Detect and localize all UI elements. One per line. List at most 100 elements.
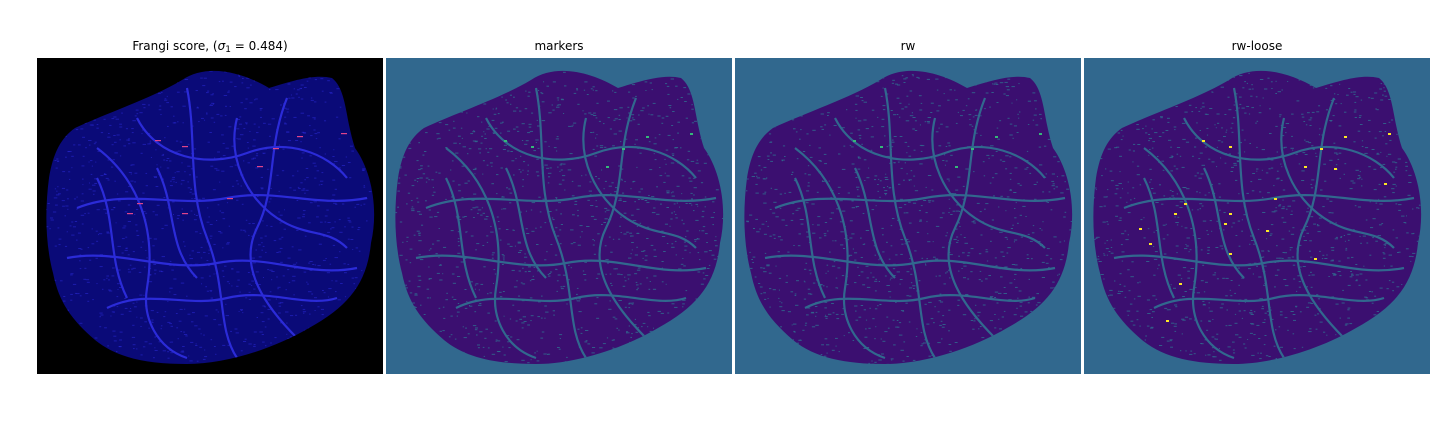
- speckle: [1132, 324, 1136, 326]
- speckle: [1105, 248, 1109, 250]
- speckle: [253, 139, 256, 141]
- speckle: [881, 118, 885, 120]
- speckle: [1314, 314, 1317, 316]
- speckle: [513, 128, 516, 130]
- speckle: [162, 153, 165, 155]
- speckle: [899, 283, 901, 285]
- speckle: [1237, 152, 1240, 154]
- speckle: [523, 161, 526, 163]
- speckle: [1348, 239, 1350, 241]
- speckle: [246, 87, 250, 89]
- speckle: [222, 142, 225, 144]
- speckle: [834, 240, 837, 242]
- speckle: [310, 97, 313, 99]
- speckle: [509, 245, 513, 247]
- speckle: [969, 124, 972, 126]
- speckle: [868, 327, 871, 329]
- speckle: [909, 258, 911, 260]
- speckle: [428, 209, 431, 211]
- speckle: [837, 287, 839, 289]
- speckle: [874, 361, 877, 363]
- speckle: [99, 316, 101, 318]
- speckle: [684, 249, 687, 251]
- speckle: [555, 227, 558, 229]
- speckle: [674, 240, 677, 242]
- speckle: [501, 196, 504, 198]
- speckle: [290, 94, 292, 96]
- speckle: [984, 108, 986, 110]
- speckle: [556, 136, 559, 138]
- speckle: [556, 106, 560, 108]
- speckle: [191, 250, 194, 252]
- speckle: [949, 277, 951, 279]
- speckle: [899, 116, 901, 118]
- speckle: [164, 99, 168, 101]
- speckle: [1388, 121, 1391, 123]
- speckle: [695, 203, 698, 205]
- speckle: [261, 249, 263, 251]
- speckle: [954, 342, 958, 343]
- speckle: [1296, 290, 1298, 292]
- speckle: [259, 108, 263, 109]
- speckle: [1048, 267, 1050, 269]
- speckle: [1334, 93, 1336, 95]
- speckle: [629, 232, 633, 234]
- speckle: [107, 159, 110, 161]
- speckle: [1285, 208, 1288, 210]
- speckle: [154, 350, 158, 351]
- speckle: [1264, 88, 1268, 90]
- speckle: [487, 151, 490, 153]
- speckle: [702, 226, 706, 228]
- speckle: [292, 275, 296, 277]
- speckle: [1050, 258, 1053, 260]
- speckle: [541, 93, 544, 95]
- speckle: [920, 205, 923, 207]
- speckle: [76, 196, 78, 198]
- speckle: [1184, 111, 1188, 113]
- speckle: [302, 188, 306, 190]
- speckle: [258, 256, 262, 258]
- speckle: [1275, 329, 1277, 331]
- speckle: [261, 242, 263, 244]
- speckle: [697, 271, 701, 273]
- speckle: [1303, 229, 1307, 231]
- speckle: [684, 245, 688, 247]
- speckle: [527, 362, 530, 364]
- speckle: [326, 272, 330, 274]
- speckle: [169, 323, 172, 325]
- speckle: [627, 274, 631, 276]
- speckle: [610, 193, 612, 195]
- speckle: [327, 80, 330, 82]
- speckle: [296, 229, 299, 231]
- speckle: [72, 283, 77, 285]
- speckle: [1311, 179, 1315, 181]
- speckle: [195, 231, 198, 233]
- speckle: [255, 249, 257, 251]
- speckle: [484, 337, 487, 339]
- speckle: [216, 220, 218, 221]
- speckle: [888, 187, 891, 189]
- speckle: [215, 353, 217, 355]
- speckle: [928, 355, 931, 357]
- speckle: [1159, 345, 1163, 346]
- speckle: [462, 326, 464, 328]
- speckle: [560, 286, 563, 288]
- speckle: [1187, 245, 1189, 247]
- speckle: [1395, 203, 1398, 205]
- speckle: [1218, 196, 1221, 198]
- speckle: [1392, 229, 1395, 231]
- speckle: [189, 258, 193, 260]
- speckle: [1239, 142, 1242, 144]
- speckle: [306, 281, 308, 283]
- speckle: [153, 357, 155, 359]
- speckle: [1301, 170, 1305, 172]
- speckle: [936, 89, 939, 91]
- speckle: [994, 173, 998, 175]
- speckle: [317, 205, 320, 207]
- speckle: [920, 345, 923, 347]
- speckle: [595, 200, 597, 202]
- speckle: [277, 286, 281, 288]
- speckle: [525, 140, 529, 142]
- speckle: [874, 254, 877, 256]
- speckle: [483, 103, 487, 105]
